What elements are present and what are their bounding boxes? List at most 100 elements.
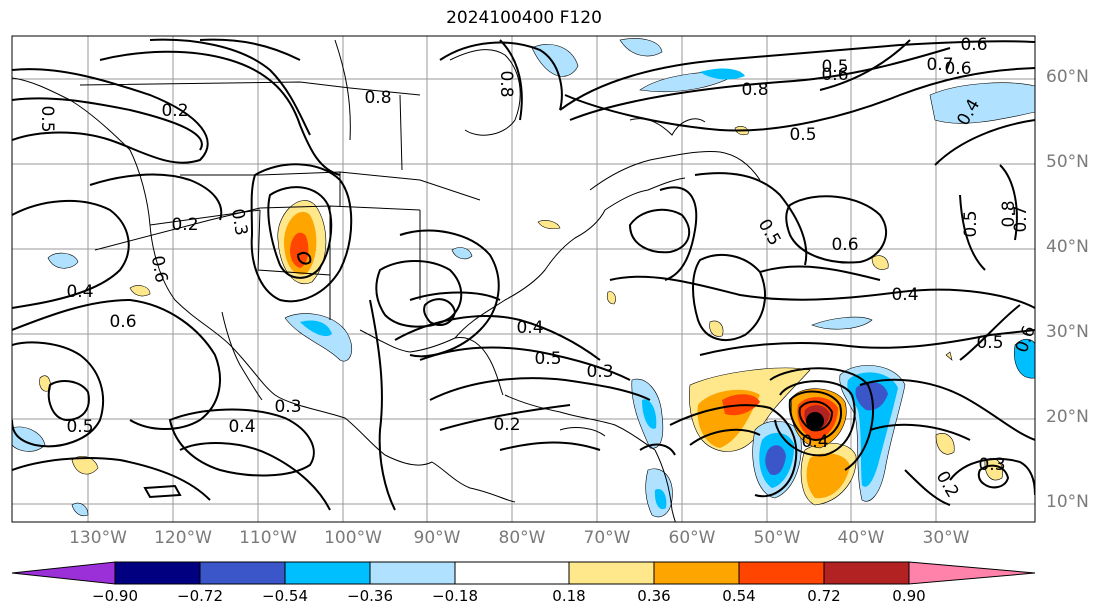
colorbar-swatch (568, 561, 655, 585)
contour-label: 0.6 (960, 35, 987, 55)
contour-line (959, 194, 986, 271)
contour-label: 0.8 (999, 200, 1019, 227)
contour-line (559, 40, 1035, 111)
colorbar-label: 0.90 (892, 587, 926, 605)
contour-line (267, 186, 333, 279)
lon-label: 110°W (239, 528, 297, 548)
contour-line (774, 380, 856, 457)
contour-label: 0.4 (891, 285, 918, 305)
colorbar-swatch (823, 561, 910, 585)
contour-label: 0.6 (831, 235, 858, 255)
contour-line (769, 367, 875, 471)
contour-label: 0.8 (741, 80, 768, 100)
contour-line (499, 441, 601, 451)
contour-line (149, 38, 311, 136)
contour-line (399, 229, 500, 358)
colorbar-swatch (284, 561, 371, 585)
shade-blue-mexico (284, 313, 353, 362)
lat-label: 40°N (1046, 237, 1089, 257)
contour-line (859, 378, 1035, 441)
contour-label: 0.3 (227, 207, 251, 237)
contour-line (439, 404, 571, 431)
contour-line (439, 41, 563, 111)
colorbar-label: −0.36 (347, 587, 393, 605)
contour-label: 0.6 (821, 65, 848, 85)
contour-line (99, 50, 341, 176)
contour-label: 0.6 (109, 312, 136, 332)
contour-label: 0.4 (228, 417, 255, 437)
colorbar-extend-max (908, 561, 1036, 585)
lon-label: 60°W (668, 528, 716, 548)
colorbar-label: 0.36 (637, 587, 671, 605)
contour-label: 0.3 (274, 397, 301, 417)
contour-label: 0.6 (147, 254, 171, 284)
colorbar-swatch (653, 561, 740, 585)
contour-line (499, 39, 523, 121)
map-frame (11, 35, 1036, 523)
contour-line (12, 97, 203, 151)
contour-line (692, 253, 766, 341)
contour-line (12, 298, 221, 430)
colorbar-label: −0.18 (432, 587, 478, 605)
contour-line (375, 260, 463, 328)
colorbar-label: 0.18 (552, 587, 586, 605)
contour-line (798, 400, 834, 432)
contour-line (419, 346, 631, 381)
contour-line (12, 341, 105, 448)
contour-label: 0.5 (821, 57, 848, 77)
coastlines (12, 39, 761, 522)
contour-line (168, 408, 315, 477)
contour-label: 0.2 (493, 415, 520, 435)
contour-line (819, 39, 911, 91)
contour-line (143, 484, 182, 499)
lon-label: 70°W (583, 528, 631, 548)
contour-line (569, 47, 951, 121)
contour-label: 0.5 (754, 216, 785, 249)
contour-line (609, 275, 1035, 309)
lon-label: 90°W (413, 528, 461, 548)
contour-line (689, 428, 761, 446)
contour-label: 0.4 (516, 318, 543, 338)
contour-label: 0.4 (801, 432, 828, 452)
contour-line (429, 377, 651, 401)
colorbar-extend-min (11, 561, 116, 585)
contour-line (759, 265, 881, 281)
contour-lines (12, 38, 1035, 511)
contour-line (949, 458, 1035, 496)
lat-label: 20°N (1046, 407, 1089, 427)
contour-line (999, 164, 1018, 241)
colorbar-swatch (454, 561, 570, 585)
contour-line (47, 379, 90, 422)
contour-line (12, 68, 209, 164)
lon-label: 30°W (922, 528, 970, 548)
lat-label: 50°N (1046, 152, 1089, 172)
colorbar-label: −0.72 (177, 587, 223, 605)
contour-line (694, 172, 808, 266)
colorbar-swatch (114, 561, 201, 585)
storm-center-marker (806, 412, 824, 430)
lon-label: 40°W (837, 528, 885, 548)
contour-line (394, 315, 601, 361)
lat-label: 30°N (1046, 322, 1089, 342)
contour-label: 0.3 (586, 362, 613, 382)
contour-label: 0.7 (926, 55, 953, 75)
contour-line (296, 252, 312, 265)
colorbar-swatch (199, 561, 286, 585)
contour-label: 0.5 (789, 125, 816, 145)
contour-line (934, 119, 1035, 166)
contour-label: 0.6 (944, 59, 971, 79)
contour-label: 0.2 (161, 101, 188, 121)
contour-line (179, 442, 331, 511)
contour-line (409, 291, 501, 301)
lat-label: 60°N (1046, 67, 1089, 87)
contour-line (659, 186, 698, 281)
chart-title: 2024100400 F120 (446, 8, 602, 28)
contour-line (977, 464, 1010, 489)
colorbar-label: −0.54 (262, 587, 308, 605)
contour-label: 0.4 (66, 282, 93, 302)
contour-label: 0.3 (978, 455, 1005, 475)
contour-line (564, 67, 1035, 132)
contour-label: 0.7 (1011, 205, 1031, 232)
contour-label: 0.6 (1012, 323, 1040, 355)
